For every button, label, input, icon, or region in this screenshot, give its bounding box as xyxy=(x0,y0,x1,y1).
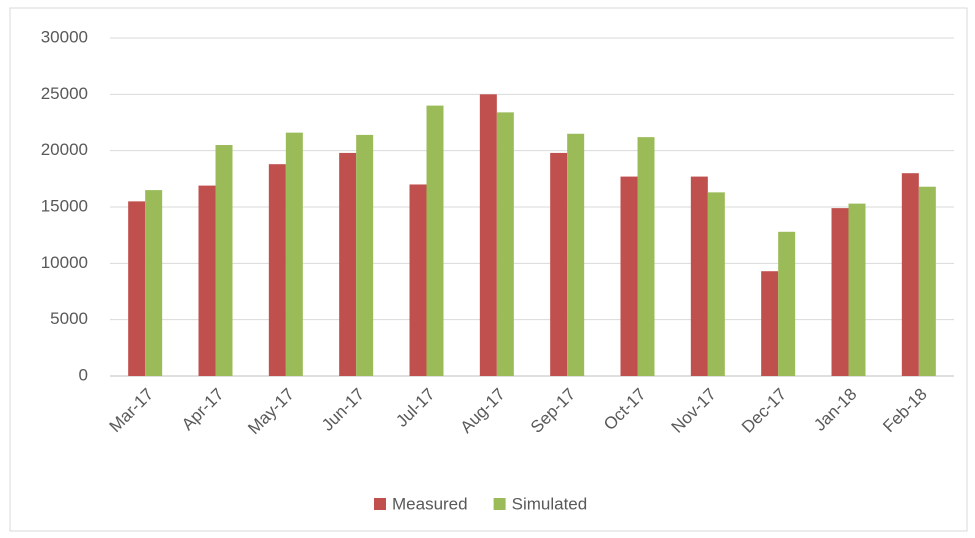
bar xyxy=(831,208,849,376)
y-tick-label: 30000 xyxy=(41,27,88,46)
bar xyxy=(778,231,796,376)
legend-swatch xyxy=(374,498,386,510)
bar xyxy=(215,145,233,376)
bar xyxy=(479,94,497,376)
bar xyxy=(567,133,585,376)
bar xyxy=(356,134,374,376)
y-tick-label: 25000 xyxy=(41,84,88,103)
bar xyxy=(426,105,444,376)
bar xyxy=(285,132,303,376)
legend-label: Measured xyxy=(392,494,468,513)
bar xyxy=(761,271,779,376)
bar xyxy=(707,192,725,376)
bar xyxy=(268,164,286,376)
y-tick-label: 5000 xyxy=(50,309,88,328)
bar xyxy=(145,190,163,376)
y-tick-label: 15000 xyxy=(41,196,88,215)
bar xyxy=(901,173,919,376)
y-tick-label: 0 xyxy=(79,365,88,384)
bar xyxy=(198,185,216,376)
bar xyxy=(128,201,146,376)
bar xyxy=(339,152,357,376)
bar xyxy=(848,203,866,376)
y-tick-label: 20000 xyxy=(41,140,88,159)
legend-label: Simulated xyxy=(512,494,588,513)
y-tick-label: 10000 xyxy=(41,253,88,272)
bar xyxy=(690,176,708,376)
bar xyxy=(550,152,568,376)
bar xyxy=(409,184,427,376)
legend-swatch xyxy=(493,498,506,510)
bar xyxy=(620,176,638,376)
bar xyxy=(496,112,514,377)
bar xyxy=(918,186,936,376)
bar xyxy=(637,137,655,376)
